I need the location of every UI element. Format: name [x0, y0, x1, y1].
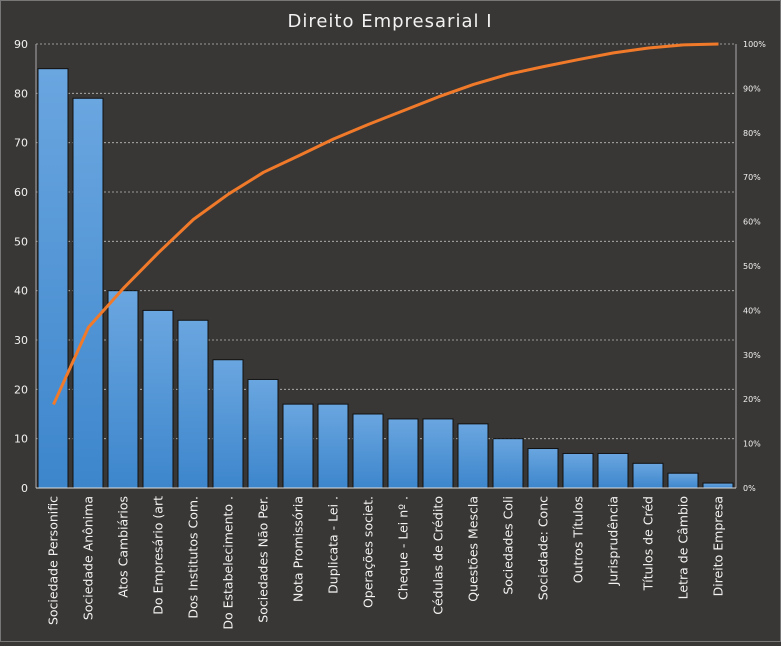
x-tick-label: Do Estabelecimento .	[221, 496, 236, 630]
y2-tick-label: 0%	[743, 484, 756, 493]
bar	[632, 462, 664, 489]
bar	[352, 413, 384, 489]
y2-tick-label: 80%	[743, 129, 761, 138]
bar	[212, 359, 244, 489]
x-tick-label: Sociedades Não Per.	[256, 496, 271, 623]
y-tick-label: 10	[14, 433, 28, 446]
y-tick-label: 40	[14, 285, 28, 298]
x-tick-label: Cédulas de Crédito	[431, 496, 446, 615]
x-tick-label: Sociedade: Conc	[536, 496, 551, 600]
bar	[457, 423, 489, 489]
x-tick-label: Nota Promissória	[291, 496, 306, 602]
y2-tick-label: 100%	[743, 40, 766, 49]
x-tick-label: Operações societ.	[361, 496, 376, 608]
x-tick-label: Direito Empresa	[711, 496, 726, 596]
y2-tick-label: 40%	[743, 306, 761, 315]
bar	[177, 319, 209, 489]
y2-tick-label: 60%	[743, 218, 761, 227]
y-tick-label: 0	[21, 482, 28, 495]
y-tick-label: 70	[14, 137, 28, 150]
x-tick-label: Cheque - Lei nº .	[396, 496, 411, 600]
bar	[247, 378, 279, 489]
cumulative-line	[52, 42, 719, 406]
bar	[72, 97, 104, 489]
x-tick-label: Sociedade Personific	[46, 496, 61, 625]
y-tick-label: 90	[14, 38, 28, 51]
x-tick-label: Questões Mescla	[466, 496, 481, 602]
bar	[387, 418, 419, 489]
bar	[527, 448, 559, 489]
y2-tick-label: 70%	[743, 173, 761, 182]
bar	[142, 309, 174, 489]
bar	[282, 403, 314, 489]
bar	[422, 418, 454, 489]
bar	[107, 290, 139, 489]
x-tick-label: Títulos de Créd	[641, 496, 656, 591]
y-tick-label: 30	[14, 334, 28, 347]
y2-tick-label: 10%	[743, 440, 761, 449]
x-tick-label: Sociedades Coli	[501, 496, 516, 595]
x-tick-label: Do Empresário (art	[151, 496, 166, 615]
bar	[702, 482, 734, 489]
y2-tick-label: 90%	[743, 84, 761, 93]
x-tick-label: Letra de Câmbio	[676, 496, 691, 599]
x-tick-label: Outros Títulos	[571, 496, 586, 583]
y2-tick-label: 30%	[743, 351, 761, 360]
y2-tick-label: 20%	[743, 395, 761, 404]
bar	[317, 403, 349, 489]
y-tick-label: 20	[14, 383, 28, 396]
x-tick-label: Jurisprudência	[606, 496, 621, 586]
bar	[597, 452, 629, 489]
bar	[667, 472, 699, 489]
bar	[562, 452, 594, 489]
x-tick-label: Atos Cambiários	[116, 496, 131, 598]
y-tick-label: 80	[14, 87, 28, 100]
chart-title: Direito Empresarial I	[287, 11, 492, 32]
y-tick-label: 60	[14, 186, 28, 199]
x-tick-label: Sociedade Anônima	[81, 496, 96, 620]
y2-tick-label: 50%	[743, 262, 761, 271]
x-tick-label: Duplicata - Lei .	[326, 496, 341, 594]
bar	[492, 438, 524, 489]
x-tick-label: Dos Institutos Com.	[186, 496, 201, 619]
y-tick-label: 50	[14, 235, 28, 248]
bar	[37, 68, 69, 489]
